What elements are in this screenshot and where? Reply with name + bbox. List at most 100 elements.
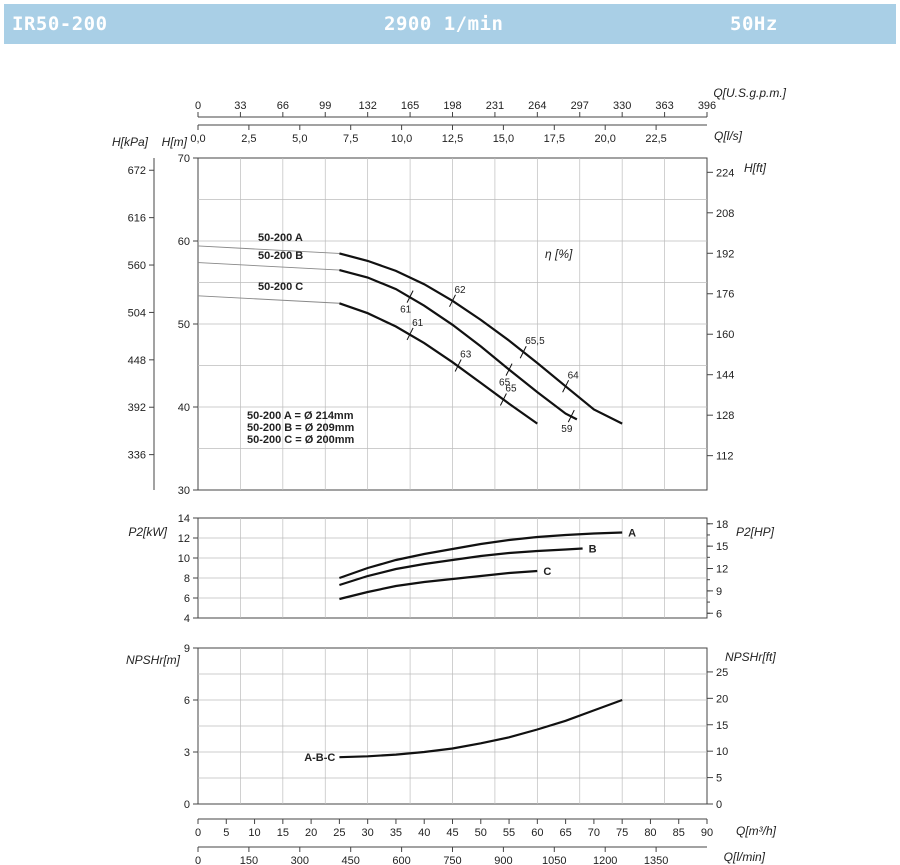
power-kw-axis-tick-label: 14 bbox=[178, 513, 190, 525]
power-hp-axis-tick-label: 6 bbox=[716, 608, 722, 620]
head-kpa-axis-tick-label: 560 bbox=[128, 260, 146, 272]
m3h-axis-tick-label: 40 bbox=[418, 827, 430, 839]
impeller-diameter-note: 50-200 A = Ø 214mm bbox=[247, 410, 354, 422]
usgpm-axis-tick-label: 66 bbox=[277, 100, 289, 112]
efficiency-mark bbox=[406, 327, 414, 341]
impeller-diameter-note: 50-200 B = Ø 209mm bbox=[247, 422, 355, 434]
power-kw-axis-tick-label: 8 bbox=[184, 573, 190, 585]
m3h-axis-tick-label: 25 bbox=[333, 827, 345, 839]
efficiency-mark-label: 61 bbox=[412, 318, 424, 329]
npsh-m-label: NPSHr[m] bbox=[126, 653, 181, 667]
head-kpa-axis-tick-label: 672 bbox=[128, 165, 146, 177]
head-curve-label-1: 50-200 A bbox=[258, 232, 303, 244]
head-curve-label-2: 50-200 B bbox=[258, 250, 303, 262]
m3h-axis-tick-label: 20 bbox=[305, 827, 317, 839]
power-hp-axis-tick-label: 18 bbox=[716, 519, 728, 531]
impeller-diameter-note: 50-200 C = Ø 200mm bbox=[247, 434, 355, 446]
npsh-curve-label: A-B-C bbox=[304, 752, 335, 764]
m3h-axis-tick-label: 60 bbox=[531, 827, 543, 839]
npsh-ft-axis-tick-label: 25 bbox=[716, 667, 728, 679]
lmin-axis-tick-label: 900 bbox=[494, 855, 512, 865]
power-curve-B bbox=[339, 547, 583, 587]
ls-axis-label: Q[l/s] bbox=[714, 129, 743, 143]
efficiency-mark bbox=[406, 290, 414, 303]
usgpm-axis-tick-label: 363 bbox=[655, 100, 673, 112]
npsh-ft-axis-tick-label: 10 bbox=[716, 746, 728, 758]
ls-axis-tick-label: 7,5 bbox=[343, 133, 358, 145]
efficiency-mark-label: 59 bbox=[561, 424, 573, 435]
head-curve-3 bbox=[339, 302, 538, 425]
npsh-m-axis-tick-label: 3 bbox=[184, 747, 190, 759]
usgpm-axis-tick-label: 330 bbox=[613, 100, 631, 112]
npsh-m-axis-tick-label: 0 bbox=[184, 799, 190, 811]
head-m-label: H[m] bbox=[162, 135, 188, 149]
power-kw-axis-tick-label: 12 bbox=[178, 533, 190, 545]
ls-axis-tick-label: 22,5 bbox=[645, 133, 666, 145]
npsh-ft-axis-tick-label: 0 bbox=[716, 799, 722, 811]
m3h-axis-tick-label: 10 bbox=[248, 827, 260, 839]
power-kw-axis-tick-label: 6 bbox=[184, 593, 190, 605]
power-curve-label-A: A bbox=[628, 528, 636, 540]
head-curve-label-3: 50-200 C bbox=[258, 281, 303, 293]
head-m-axis-tick-label: 70 bbox=[178, 153, 190, 165]
usgpm-axis-tick-label: 132 bbox=[358, 100, 376, 112]
head-m-axis-tick-label: 50 bbox=[178, 319, 190, 331]
lmin-axis-tick-label: 600 bbox=[392, 855, 410, 865]
power-curve-A bbox=[339, 531, 623, 580]
usgpm-axis-tick-label: 0 bbox=[195, 100, 201, 112]
efficiency-mark-label: 65 bbox=[499, 378, 511, 389]
m3h-axis-tick-label: 5 bbox=[223, 827, 229, 839]
power-kw-axis-tick-label: 4 bbox=[184, 613, 190, 625]
power-curve-label-B: B bbox=[589, 544, 597, 556]
head-m-axis-tick-label: 40 bbox=[178, 402, 190, 414]
head-kpa-label: H[kPa] bbox=[112, 135, 149, 149]
m3h-axis-tick-label: 85 bbox=[673, 827, 685, 839]
m3h-axis-tick-label: 55 bbox=[503, 827, 515, 839]
head-ft-label: H[ft] bbox=[744, 161, 767, 175]
head-ft-axis-tick-label: 224 bbox=[716, 167, 734, 179]
lmin-axis-label: Q[l/min] bbox=[724, 850, 766, 864]
m3h-axis-label: Q[m³/h] bbox=[736, 824, 777, 838]
power-curve-C bbox=[339, 569, 538, 601]
usgpm-axis-tick-label: 165 bbox=[401, 100, 419, 112]
ls-axis-tick-label: 2,5 bbox=[241, 133, 256, 145]
m3h-axis-tick-label: 75 bbox=[616, 827, 628, 839]
usgpm-axis-tick-label: 396 bbox=[698, 100, 716, 112]
head-ft-axis-tick-label: 144 bbox=[716, 370, 734, 382]
m3h-axis-tick-label: 65 bbox=[559, 827, 571, 839]
lmin-axis-tick-label: 150 bbox=[240, 855, 258, 865]
ls-axis-tick-label: 5,0 bbox=[292, 133, 307, 145]
efficiency-mark-label: 62 bbox=[455, 285, 467, 296]
power-curve-label-C: C bbox=[543, 566, 551, 578]
usgpm-axis-tick-label: 231 bbox=[486, 100, 504, 112]
head-ft-axis-tick-label: 160 bbox=[716, 329, 734, 341]
lmin-axis-tick-label: 1050 bbox=[542, 855, 566, 865]
efficiency-mark bbox=[562, 380, 570, 393]
head-curve-extension-2 bbox=[197, 262, 340, 271]
usgpm-axis-tick-label: 33 bbox=[234, 100, 246, 112]
head-ft-axis-tick-label: 176 bbox=[716, 289, 734, 301]
npsh-curve bbox=[339, 698, 623, 759]
ls-axis-tick-label: 20,0 bbox=[594, 133, 615, 145]
lmin-axis-tick-label: 0 bbox=[195, 855, 201, 865]
ls-axis-tick-label: 12,5 bbox=[442, 133, 463, 145]
m3h-axis-tick-label: 45 bbox=[446, 827, 458, 839]
npsh-m-axis-tick-label: 6 bbox=[184, 695, 190, 707]
lmin-axis-tick-label: 750 bbox=[443, 855, 461, 865]
efficiency-mark-label: 63 bbox=[460, 350, 472, 361]
head-curve-extension-1 bbox=[197, 245, 340, 254]
ls-axis-tick-label: 15,0 bbox=[493, 133, 514, 145]
pump-model: IR50-200 bbox=[12, 13, 108, 35]
efficiency-mark bbox=[519, 345, 527, 359]
head-kpa-axis-tick-label: 448 bbox=[128, 355, 146, 367]
m3h-axis-tick-label: 30 bbox=[362, 827, 374, 839]
m3h-axis-tick-label: 80 bbox=[644, 827, 656, 839]
ls-axis-tick-label: 0,0 bbox=[190, 133, 205, 145]
head-curve-extension-3 bbox=[197, 295, 340, 304]
efficiency-mark-label: 65 bbox=[505, 384, 517, 395]
lmin-axis-tick-label: 300 bbox=[291, 855, 309, 865]
lmin-axis-tick-label: 1200 bbox=[593, 855, 617, 865]
power-hp-axis-tick-label: 15 bbox=[716, 541, 728, 553]
pump-speed: 2900 1/min bbox=[384, 13, 504, 35]
m3h-axis-tick-label: 90 bbox=[701, 827, 713, 839]
